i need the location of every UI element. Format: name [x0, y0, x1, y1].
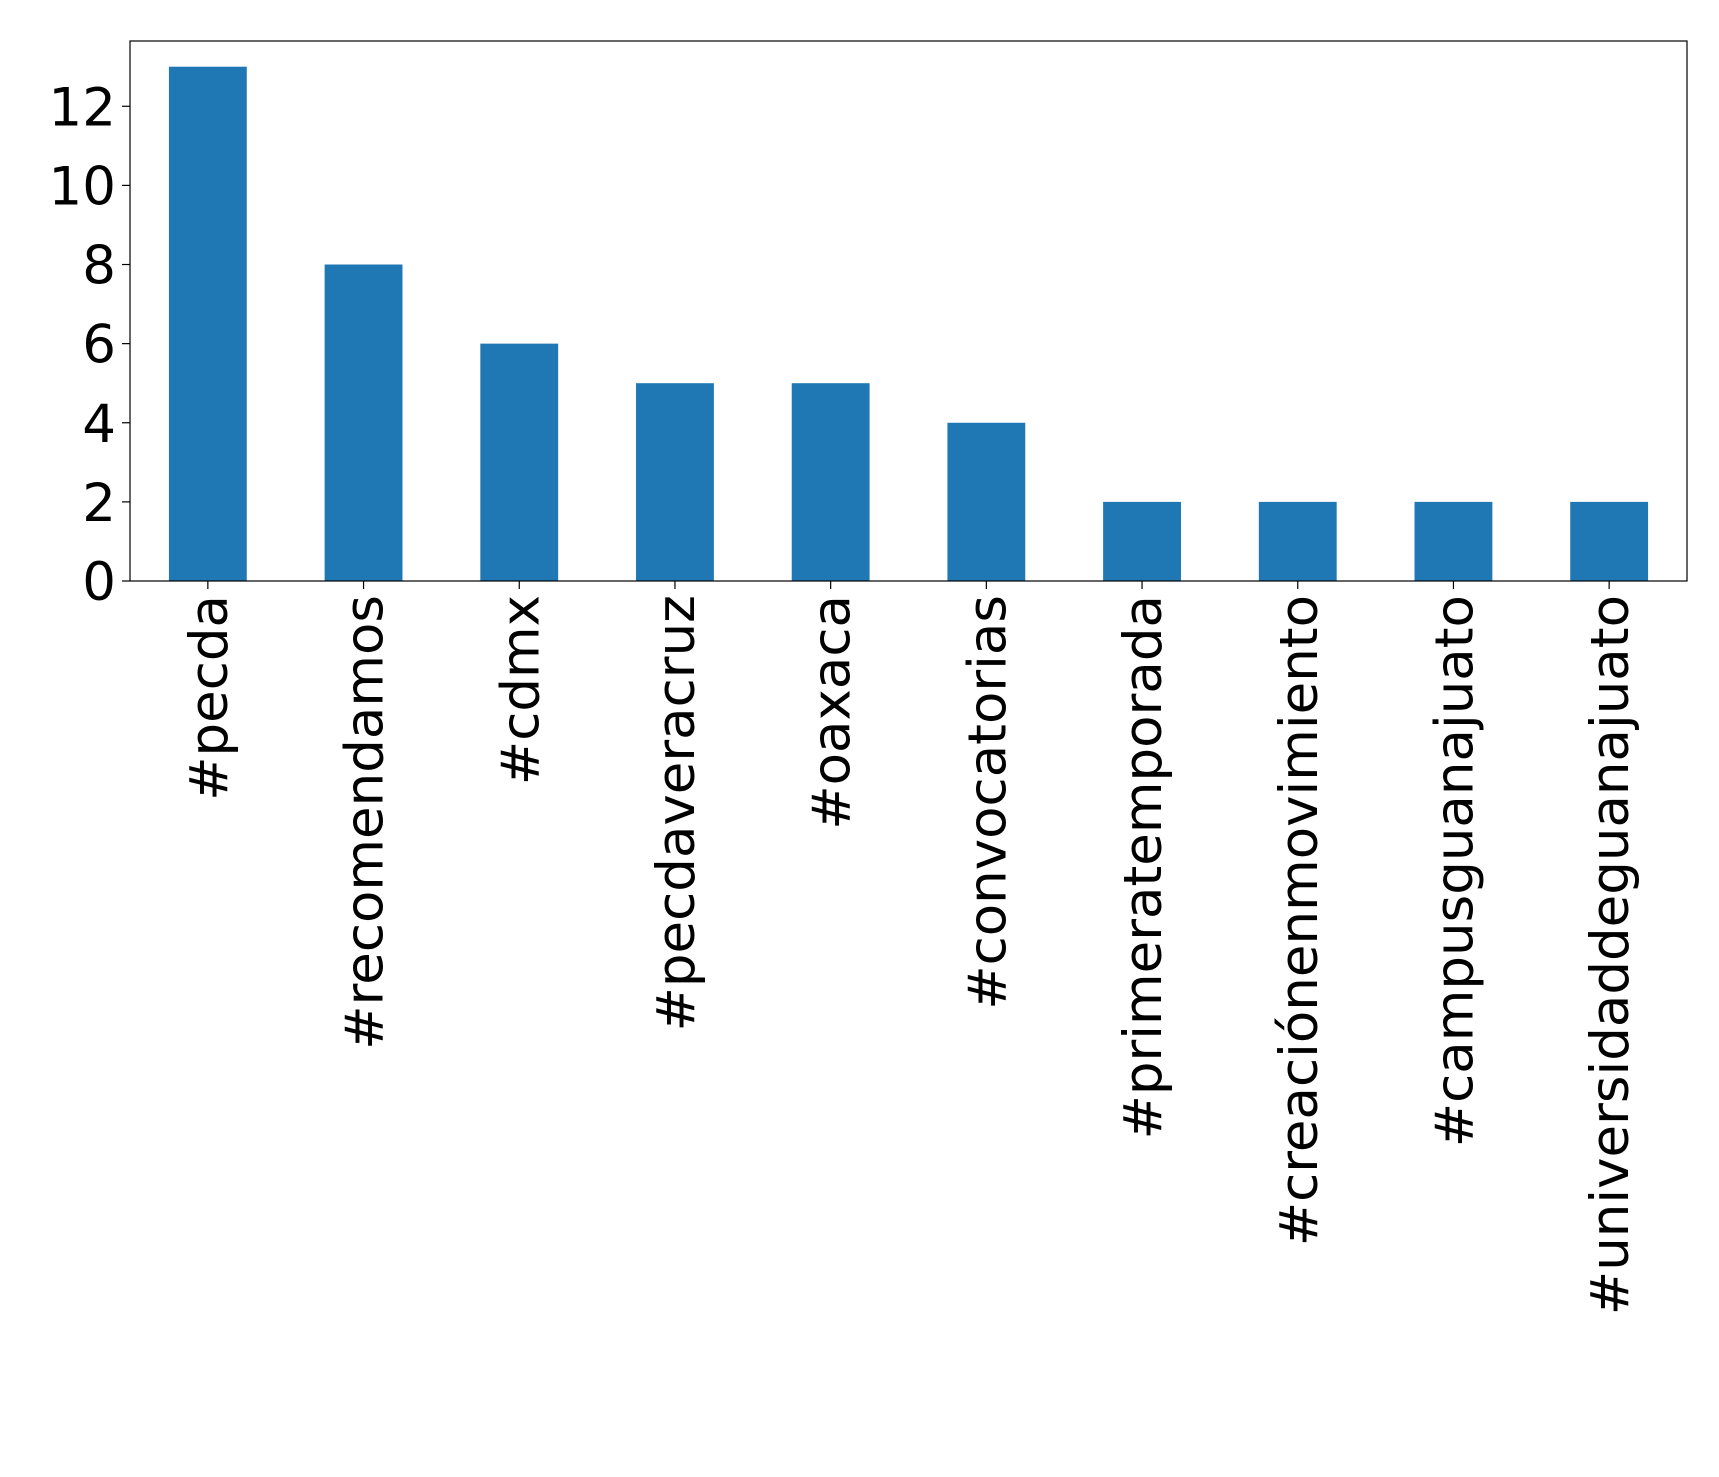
bar [636, 383, 714, 581]
x-tick-label: #pecdaveracruz [646, 595, 707, 1032]
y-tick-label: 2 [82, 473, 116, 534]
x-tick-label: #campusguanajuato [1424, 595, 1485, 1147]
bar [1258, 501, 1337, 581]
bar [1570, 501, 1649, 581]
bar [480, 343, 559, 581]
y-tick-label: 6 [82, 315, 116, 376]
y-tick-label: 12 [49, 77, 116, 138]
bar [324, 264, 403, 581]
y-tick-label: 4 [82, 394, 116, 455]
y-tick-label: 8 [82, 236, 116, 297]
x-tick-label: #pecda [179, 595, 240, 801]
plot-frame [129, 40, 1688, 582]
x-tick-label: #universidaddeguanajuato [1580, 595, 1641, 1315]
bar [1414, 501, 1493, 581]
bar [947, 422, 1026, 581]
x-tick-label: #creaciónenmovimiento [1269, 595, 1330, 1246]
y-tick-label: 0 [82, 552, 116, 613]
y-tick-label: 10 [49, 156, 116, 217]
x-tick-label: #cdmx [490, 595, 551, 785]
x-tick-label: #primeratemporada [1113, 595, 1174, 1140]
x-tick-label: #oaxaca [802, 595, 863, 830]
x-tick-label: #convocatorias [957, 595, 1018, 1010]
bar [168, 66, 247, 581]
bar [791, 383, 870, 581]
bar [1103, 501, 1181, 581]
x-tick-label: #recomendamos [335, 595, 396, 1050]
